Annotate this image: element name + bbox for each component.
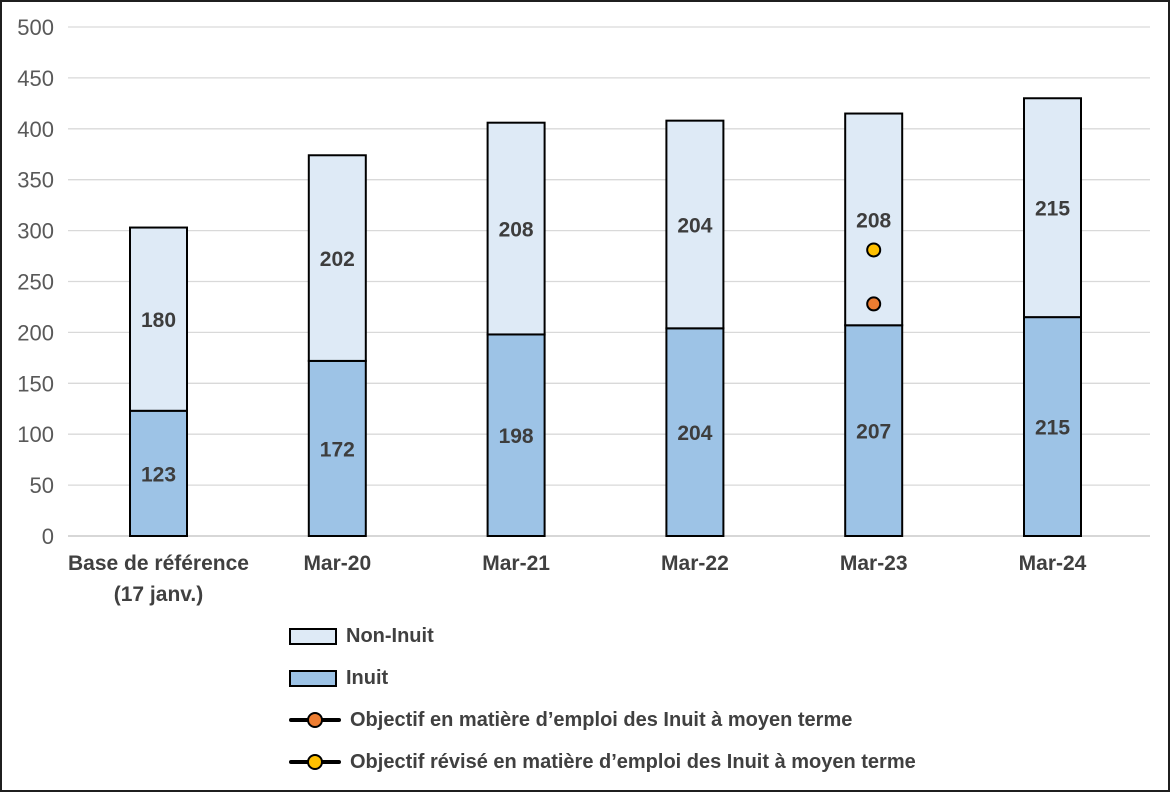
data-label-inuit: 215 bbox=[1035, 417, 1070, 440]
data-label-inuit: 198 bbox=[499, 425, 534, 448]
data-label-inuit: 172 bbox=[320, 438, 355, 461]
legend-label-inuit: Inuit bbox=[346, 666, 389, 689]
y-tick-label: 50 bbox=[30, 473, 54, 498]
non-inuit-swatch bbox=[289, 627, 337, 645]
stacked-bar-chart: 0 50 100 150 200 250 300 350 400 450 500 123 180 Base… bbox=[17, 15, 1150, 606]
bar-segment-inuit-mar-21 bbox=[486, 333, 546, 537]
y-tick-label: 400 bbox=[17, 117, 54, 142]
x-category-label: Mar-24 bbox=[1019, 552, 1087, 575]
objectif-marker-icon bbox=[289, 712, 341, 728]
data-label-non-inuit: 202 bbox=[320, 248, 355, 271]
legend-item-objectif: Objectif en matière d’emploi des Inuit à… bbox=[289, 704, 916, 736]
legend-label-objectif: Objectif en matière d’emploi des Inuit à… bbox=[350, 708, 853, 731]
x-category-label: Mar-20 bbox=[303, 552, 371, 575]
y-tick-label: 350 bbox=[17, 168, 54, 193]
bar-segment-inuit-base-de-r-f-rence bbox=[129, 409, 188, 538]
bar-segment-non-inuit-base-de-r-f-rence bbox=[129, 226, 188, 412]
bar-segment-non-inuit-mar-20 bbox=[307, 154, 367, 362]
data-label-inuit: 207 bbox=[856, 421, 891, 444]
data-label-non-inuit: 180 bbox=[141, 309, 176, 332]
x-category-label: Mar-23 bbox=[840, 552, 908, 575]
bar-segment-inuit-mar-24 bbox=[1023, 316, 1082, 537]
objectif-r-vis-en-mati-re-d-emploi-des-inuit-moyen-terme-marker bbox=[866, 242, 882, 258]
legend-item-non-inuit: Non-Inuit bbox=[289, 620, 916, 652]
x-category-label: Base de référence (17 janv.) bbox=[68, 552, 249, 606]
y-tick-label: 250 bbox=[17, 270, 54, 295]
x-category-label: Mar-22 bbox=[661, 552, 729, 575]
data-label-non-inuit: 204 bbox=[677, 214, 712, 237]
data-label-inuit: 123 bbox=[141, 463, 176, 486]
objectif-revise-marker-icon bbox=[289, 754, 341, 770]
inuit-swatch bbox=[289, 669, 337, 687]
y-tick-label: 200 bbox=[17, 320, 54, 345]
data-label-non-inuit: 208 bbox=[856, 209, 891, 232]
legend-item-inuit: Inuit bbox=[289, 662, 916, 694]
y-tick-label: 100 bbox=[17, 422, 54, 447]
bar-segment-non-inuit-mar-24 bbox=[1023, 97, 1082, 319]
bar-segment-non-inuit-mar-22 bbox=[665, 119, 725, 330]
legend-label-non-inuit: Non-Inuit bbox=[346, 624, 434, 647]
bar-segment-non-inuit-mar-21 bbox=[486, 121, 546, 336]
chart-legend: Non-Inuit Inuit Objectif en matière d’em… bbox=[289, 620, 916, 778]
data-label-non-inuit: 215 bbox=[1035, 198, 1070, 221]
y-tick-label: 150 bbox=[17, 371, 54, 396]
y-tick-label: 300 bbox=[17, 219, 54, 244]
bar-segment-inuit-mar-20 bbox=[307, 359, 367, 537]
y-tick-label: 0 bbox=[42, 524, 54, 549]
data-label-non-inuit: 208 bbox=[499, 219, 534, 242]
bar-segment-non-inuit-mar-23 bbox=[844, 112, 904, 327]
data-label-inuit: 204 bbox=[677, 422, 712, 445]
legend-item-objectif-revise: Objectif révisé en matière d’emploi des … bbox=[289, 746, 916, 778]
y-tick-label: 450 bbox=[17, 66, 54, 91]
y-tick-label: 500 bbox=[17, 15, 54, 40]
x-category-label: Mar-21 bbox=[482, 552, 550, 575]
legend-label-objectif-revise: Objectif révisé en matière d’emploi des … bbox=[350, 750, 916, 773]
objectif-en-mati-re-d-emploi-des-inuit-moyen-terme-marker bbox=[866, 296, 882, 312]
